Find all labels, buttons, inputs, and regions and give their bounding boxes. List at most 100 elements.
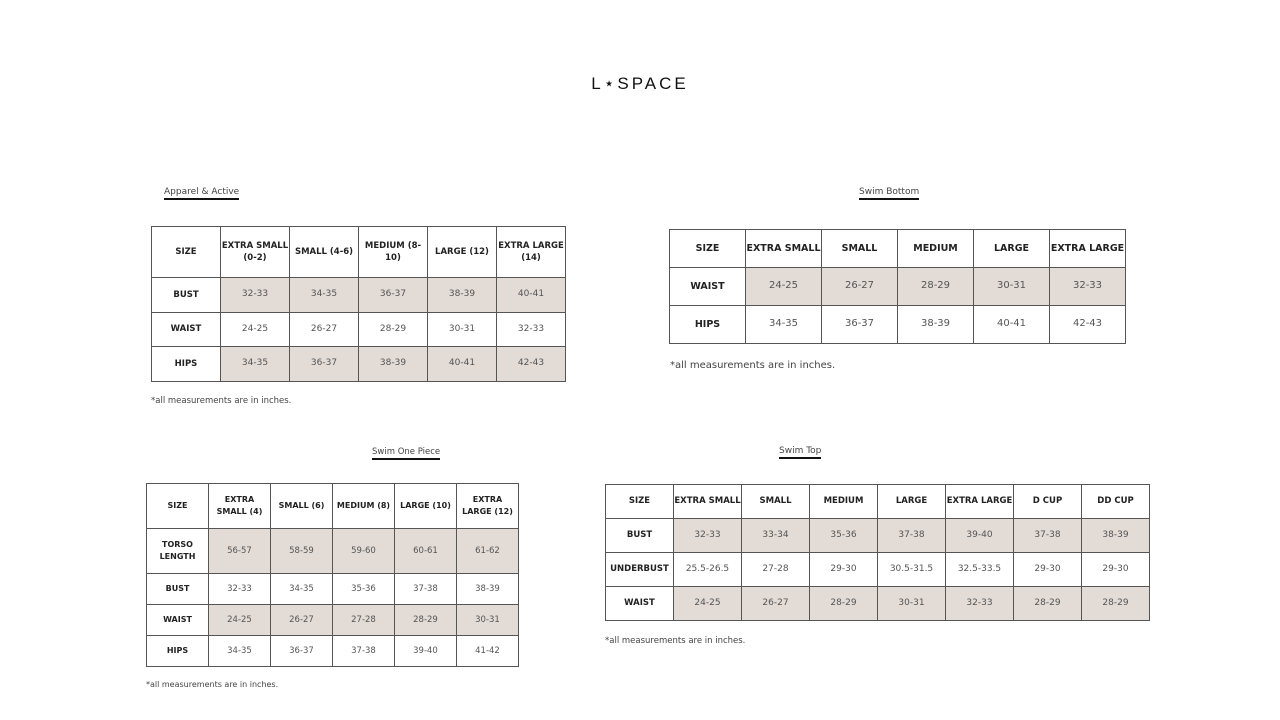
measurement-value: 27-28 — [741, 552, 810, 587]
measurement-value: 34-35 — [745, 305, 822, 344]
measurement-value: 37-38 — [394, 573, 457, 605]
measurement-value: 36-37 — [289, 346, 359, 382]
measurement-value: 32.5-33.5 — [945, 552, 1014, 587]
size-column-header: EXTRA LARGE (14) — [496, 226, 566, 278]
size-column-header: EXTRA SMALL — [745, 229, 822, 268]
measurement-value: 36-37 — [358, 277, 428, 313]
size-column-header: SMALL — [821, 229, 898, 268]
measurement-value: 29-30 — [1081, 552, 1150, 587]
measurement-value: 32-33 — [496, 311, 566, 347]
measurement-value: 38-39 — [427, 277, 497, 313]
measurement-value: 42-43 — [496, 346, 566, 382]
measurement-value: 28-29 — [1081, 586, 1150, 621]
measurement-value: 29-30 — [1013, 552, 1082, 587]
table-row: HIPS 34-35 36-37 38-39 40-41 42-43 — [151, 346, 566, 382]
measurement-value: 24-25 — [220, 311, 290, 347]
measurement-value: 37-38 — [332, 635, 395, 667]
swim-bottom-title: Swim Bottom — [859, 187, 920, 200]
measurement-value: 60-61 — [394, 528, 457, 574]
measurement-label: HIPS — [146, 635, 209, 667]
table-row: WAIST 24-25 26-27 28-29 30-31 32-33 — [669, 267, 1126, 306]
measurement-value: 35-36 — [809, 518, 878, 553]
measurement-value: 30-31 — [973, 267, 1050, 306]
brand-logo: L⋆SPACE — [591, 74, 689, 93]
apparel-title: Apparel & Active — [164, 187, 240, 200]
measurement-value: 39-40 — [945, 518, 1014, 553]
measurement-value: 30-31 — [877, 586, 946, 621]
measurement-label: UNDERBUST — [605, 552, 674, 587]
measurement-value: 27-28 — [332, 604, 395, 636]
size-column-header: EXTRA SMALL (0-2) — [220, 226, 290, 278]
swim-top-size-table: SIZE EXTRA SMALL SMALL MEDIUM LARGE EXTRA LAR… — [605, 484, 1150, 621]
size-column-header: SMALL — [741, 484, 810, 519]
measurement-value: 35-36 — [332, 573, 395, 605]
measurement-label: WAIST — [669, 267, 746, 306]
measurement-value: 61-62 — [456, 528, 519, 574]
table-row: WAIST 24-25 26-27 28-29 30-31 32-33 — [151, 311, 566, 347]
size-column-header: EXTRA SMALL (4) — [208, 483, 271, 529]
size-column-header: SMALL (4-6) — [289, 226, 359, 278]
header-row: SIZE EXTRA SMALL (0-2) SMALL (4-6) MEDIUM (… — [151, 226, 566, 278]
measurement-label: WAIST — [146, 604, 209, 636]
table-row: BUST 32-33 34-35 36-37 38-39 40-41 — [151, 277, 566, 313]
measurement-value: 26-27 — [741, 586, 810, 621]
measurement-value: 28-29 — [1013, 586, 1082, 621]
size-column-header: DD CUP — [1081, 484, 1150, 519]
swim-bottom-footnote: *all measurements are in inches. — [670, 360, 836, 371]
measurement-value: 28-29 — [394, 604, 457, 636]
size-header: SIZE — [669, 229, 746, 268]
measurement-label: WAIST — [605, 586, 674, 621]
measurement-value: 29-30 — [809, 552, 878, 587]
apparel-footnote: *all measurements are in inches. — [151, 396, 292, 406]
measurement-value: 39-40 — [394, 635, 457, 667]
measurement-value: 24-25 — [745, 267, 822, 306]
table-row: TORSO LENGTH 56-57 58-59 59-60 60-61 61-62 — [146, 528, 519, 574]
size-column-header: EXTRA LARGE — [945, 484, 1014, 519]
size-header: SIZE — [146, 483, 209, 529]
swim-one-piece-size-table: SIZE EXTRA SMALL (4) SMALL (6) MEDIUM (8) LA… — [146, 483, 519, 667]
header-row: SIZE EXTRA SMALL (4) SMALL (6) MEDIUM (8) LA… — [146, 483, 519, 529]
table-row: UNDERBUST 25.5-26.5 27-28 29-30 30.5-31.5 32.… — [605, 552, 1150, 587]
measurement-value: 30-31 — [427, 311, 497, 347]
measurement-value: 56-57 — [208, 528, 271, 574]
measurement-value: 26-27 — [821, 267, 898, 306]
size-column-header: MEDIUM (8-10) — [358, 226, 428, 278]
measurement-value: 37-38 — [1013, 518, 1082, 553]
measurement-value: 33-34 — [741, 518, 810, 553]
swim-one-piece-title: Swim One Piece — [372, 447, 441, 460]
size-column-header: MEDIUM (8) — [332, 483, 395, 529]
swim-top-footnote: *all measurements are in inches. — [605, 636, 746, 646]
measurement-value: 28-29 — [809, 586, 878, 621]
measurement-value: 37-38 — [877, 518, 946, 553]
measurement-value: 26-27 — [289, 311, 359, 347]
apparel-size-table: SIZE EXTRA SMALL (0-2) SMALL (4-6) MEDIUM (… — [151, 226, 566, 382]
measurement-value: 30.5-31.5 — [877, 552, 946, 587]
size-header: SIZE — [605, 484, 674, 519]
table-row: WAIST 24-25 26-27 28-29 30-31 32-33 28-29 28-29 — [605, 586, 1150, 621]
measurement-value: 28-29 — [897, 267, 974, 306]
table-row: BUST 32-33 33-34 35-36 37-38 39-40 37-38 38-39 — [605, 518, 1150, 553]
measurement-label: BUST — [146, 573, 209, 605]
table-row: HIPS 34-35 36-37 37-38 39-40 41-42 — [146, 635, 519, 667]
swim-bottom-size-table: SIZE EXTRA SMALL SMALL MEDIUM LARGE EXTRA LAR… — [669, 229, 1126, 344]
measurement-value: 41-42 — [456, 635, 519, 667]
measurement-value: 40-41 — [496, 277, 566, 313]
measurement-label: HIPS — [669, 305, 746, 344]
measurement-value: 34-35 — [208, 635, 271, 667]
measurement-label: HIPS — [151, 346, 221, 382]
size-column-header: EXTRA LARGE (12) — [456, 483, 519, 529]
table-row: BUST 32-33 34-35 35-36 37-38 38-39 — [146, 573, 519, 605]
size-column-header: SMALL (6) — [270, 483, 333, 529]
table-row: HIPS 34-35 36-37 38-39 40-41 42-43 — [669, 305, 1126, 344]
size-column-header: EXTRA SMALL — [673, 484, 742, 519]
measurement-value: 32-33 — [945, 586, 1014, 621]
size-column-header: MEDIUM — [897, 229, 974, 268]
measurement-value: 58-59 — [270, 528, 333, 574]
measurement-value: 32-33 — [673, 518, 742, 553]
measurement-value: 34-35 — [289, 277, 359, 313]
measurement-label: WAIST — [151, 311, 221, 347]
measurement-value: 34-35 — [270, 573, 333, 605]
measurement-value: 38-39 — [456, 573, 519, 605]
measurement-label: BUST — [151, 277, 221, 313]
measurement-value: 38-39 — [1081, 518, 1150, 553]
